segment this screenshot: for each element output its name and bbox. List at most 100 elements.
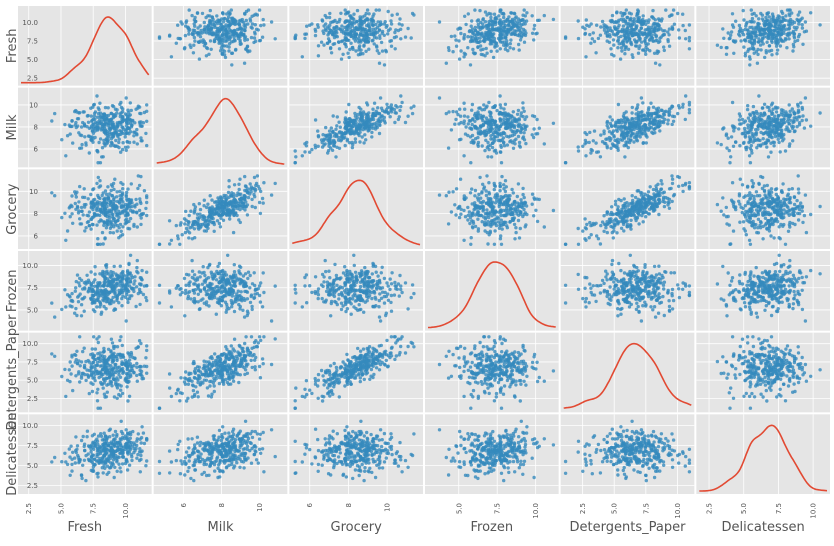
scatter-point [752, 105, 755, 108]
scatter-point [335, 28, 338, 31]
scatter-point [485, 47, 488, 50]
scatter-point [91, 188, 94, 191]
scatter-point [769, 129, 772, 132]
scatter-point [649, 185, 652, 188]
scatter-point [69, 132, 72, 135]
scatter-point [350, 119, 353, 122]
scatter-point [187, 220, 190, 223]
scatter-point [511, 119, 514, 122]
scatter-point [739, 39, 742, 42]
scatter-point [317, 54, 320, 57]
scatter-point [95, 223, 98, 226]
scatter-point [502, 141, 505, 144]
scatter-point [213, 40, 216, 43]
scatter-point [795, 118, 798, 121]
scatter-point [261, 197, 264, 200]
scatter-point [775, 52, 778, 55]
scatter-point [367, 12, 370, 15]
scatter-point [513, 139, 516, 142]
scatter-point [80, 134, 83, 137]
scatter-point [499, 222, 502, 225]
scatter-point [622, 44, 625, 47]
scatter-point [688, 36, 691, 39]
scatter-point [80, 210, 83, 213]
scatter-point [534, 32, 537, 35]
scatter-point [134, 108, 137, 111]
scatter-point [485, 121, 488, 124]
scatter-point [371, 15, 374, 18]
scatter-point [390, 110, 393, 113]
scatter-point [655, 29, 658, 32]
scatter-point [254, 188, 257, 191]
scatter-point [734, 140, 737, 143]
scatter-point [115, 125, 118, 128]
scatter-point [344, 144, 347, 147]
scatter-point [490, 126, 493, 129]
scatter-point [187, 32, 190, 35]
scatter-point [345, 110, 348, 113]
scatter-point [494, 210, 497, 213]
scatter-point [243, 62, 246, 65]
scatter-point [483, 129, 486, 132]
scatter-point [100, 123, 103, 126]
scatter-point [577, 149, 580, 152]
scatter-point [203, 215, 206, 218]
scatter-point [303, 150, 306, 153]
scatter-point [517, 219, 520, 222]
scatter-point [140, 139, 143, 142]
scatter-point [99, 218, 102, 221]
scatter-point [125, 113, 128, 116]
scatter-point [517, 125, 520, 128]
scatter-point [651, 132, 654, 135]
scatter-point [498, 117, 501, 120]
scatter-point [184, 34, 187, 37]
scatter-point [648, 202, 651, 205]
scatter-point [511, 25, 514, 28]
scatter-point [247, 196, 250, 199]
scatter-point [784, 14, 787, 17]
scatter-point [606, 231, 609, 234]
panel-fresh-vs-detergents_paper [561, 6, 695, 86]
scatter-point [486, 242, 489, 245]
scatter-point [684, 29, 687, 32]
scatter-point [258, 201, 261, 204]
scatter-point [140, 213, 143, 216]
scatter-point [588, 236, 591, 239]
panel-milk-vs-detergents_paper [561, 88, 695, 168]
scatter-point [671, 105, 674, 108]
scatter-point [50, 119, 53, 122]
scatter-point [457, 122, 460, 125]
scatter-point [82, 213, 85, 216]
scatter-point [489, 223, 492, 226]
scatter-point [479, 48, 482, 51]
scatter-point [138, 184, 141, 187]
scatter-point [779, 150, 782, 153]
scatter-point [746, 104, 749, 107]
scatter-point [638, 16, 641, 19]
scatter-point [479, 206, 482, 209]
scatter-point [235, 194, 238, 197]
scatter-point [112, 219, 115, 222]
scatter-point [771, 16, 774, 19]
scatter-point [328, 129, 331, 132]
scatter-point [533, 24, 536, 27]
scatter-point [518, 144, 521, 147]
scatter-point [458, 57, 461, 60]
scatter-point [629, 219, 632, 222]
scatter-point [640, 23, 643, 26]
scatter-point [485, 201, 488, 204]
scatter-point [646, 116, 649, 119]
scatter-point [331, 130, 334, 133]
scatter-point [199, 208, 202, 211]
scatter-point [361, 30, 364, 33]
scatter-point [725, 146, 728, 149]
scatter-point [239, 193, 242, 196]
scatter-point [534, 132, 537, 135]
scatter-point [378, 8, 381, 11]
scatter-point [519, 114, 522, 117]
scatter-point [630, 43, 633, 46]
scatter-point [346, 129, 349, 132]
scatter-point [474, 205, 477, 208]
scatter-point [766, 13, 769, 16]
scatter-point [795, 18, 798, 21]
